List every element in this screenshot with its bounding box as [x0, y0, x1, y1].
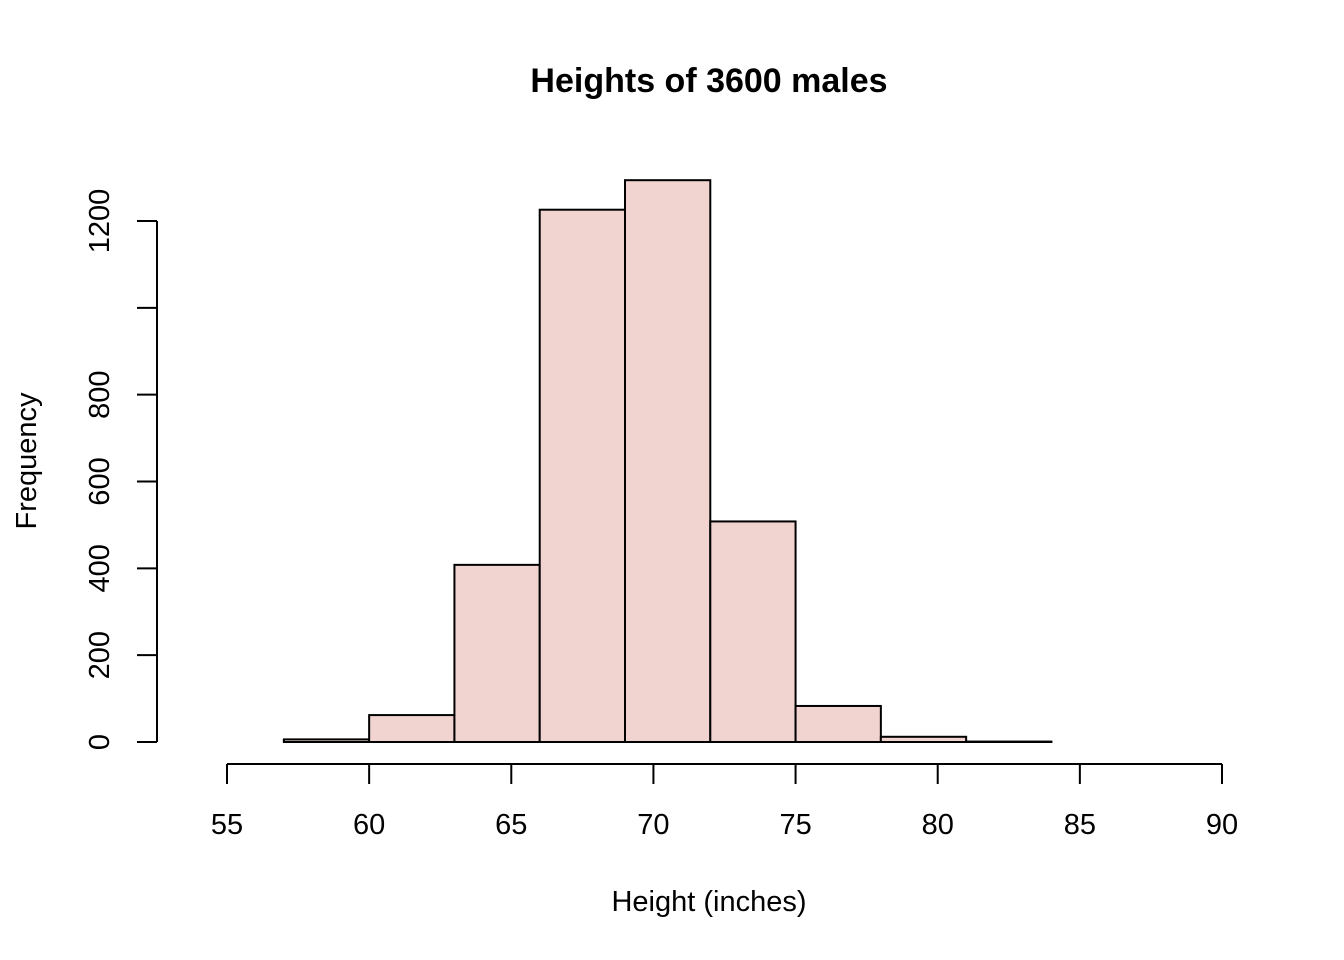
chart-title: Heights of 3600 males: [530, 62, 887, 100]
y-tick-label-600: 600: [84, 457, 116, 505]
x-tick-label-60: 60: [353, 809, 385, 841]
x-tick-label-85: 85: [1064, 809, 1096, 841]
y-tick-label-200: 200: [84, 631, 116, 679]
y-tick-label-800: 800: [84, 370, 116, 418]
histogram-bar-4: [453, 563, 541, 743]
histogram-bar-8: [794, 704, 882, 744]
y-tick-label-1200: 1200: [84, 189, 116, 254]
x-tick-label-55: 55: [211, 809, 243, 841]
histogram-bar-6: [624, 179, 712, 743]
histogram-bar-7: [709, 520, 797, 744]
x-axis: 55 60 65 70 75 80 85 90: [211, 763, 1238, 841]
x-tick-label-90: 90: [1206, 809, 1238, 841]
x-tick-label-75: 75: [779, 809, 811, 841]
histogram-bar-2: [282, 738, 371, 744]
y-tick-label-400: 400: [84, 544, 116, 592]
y-axis: 0 200 400 600 800 1200: [84, 189, 158, 750]
y-axis-label: Frequency: [11, 392, 43, 530]
histogram-bar-3: [368, 714, 456, 743]
y-tick-label-0: 0: [84, 734, 116, 750]
x-tick-label-80: 80: [922, 809, 954, 841]
histogram-bar-5: [538, 208, 627, 743]
histogram-bar-9: [879, 735, 968, 743]
x-axis-label: Height (inches): [611, 886, 806, 918]
x-tick-label-65: 65: [495, 809, 527, 841]
bars-group: [282, 179, 1053, 744]
x-tick-label-70: 70: [637, 809, 669, 841]
